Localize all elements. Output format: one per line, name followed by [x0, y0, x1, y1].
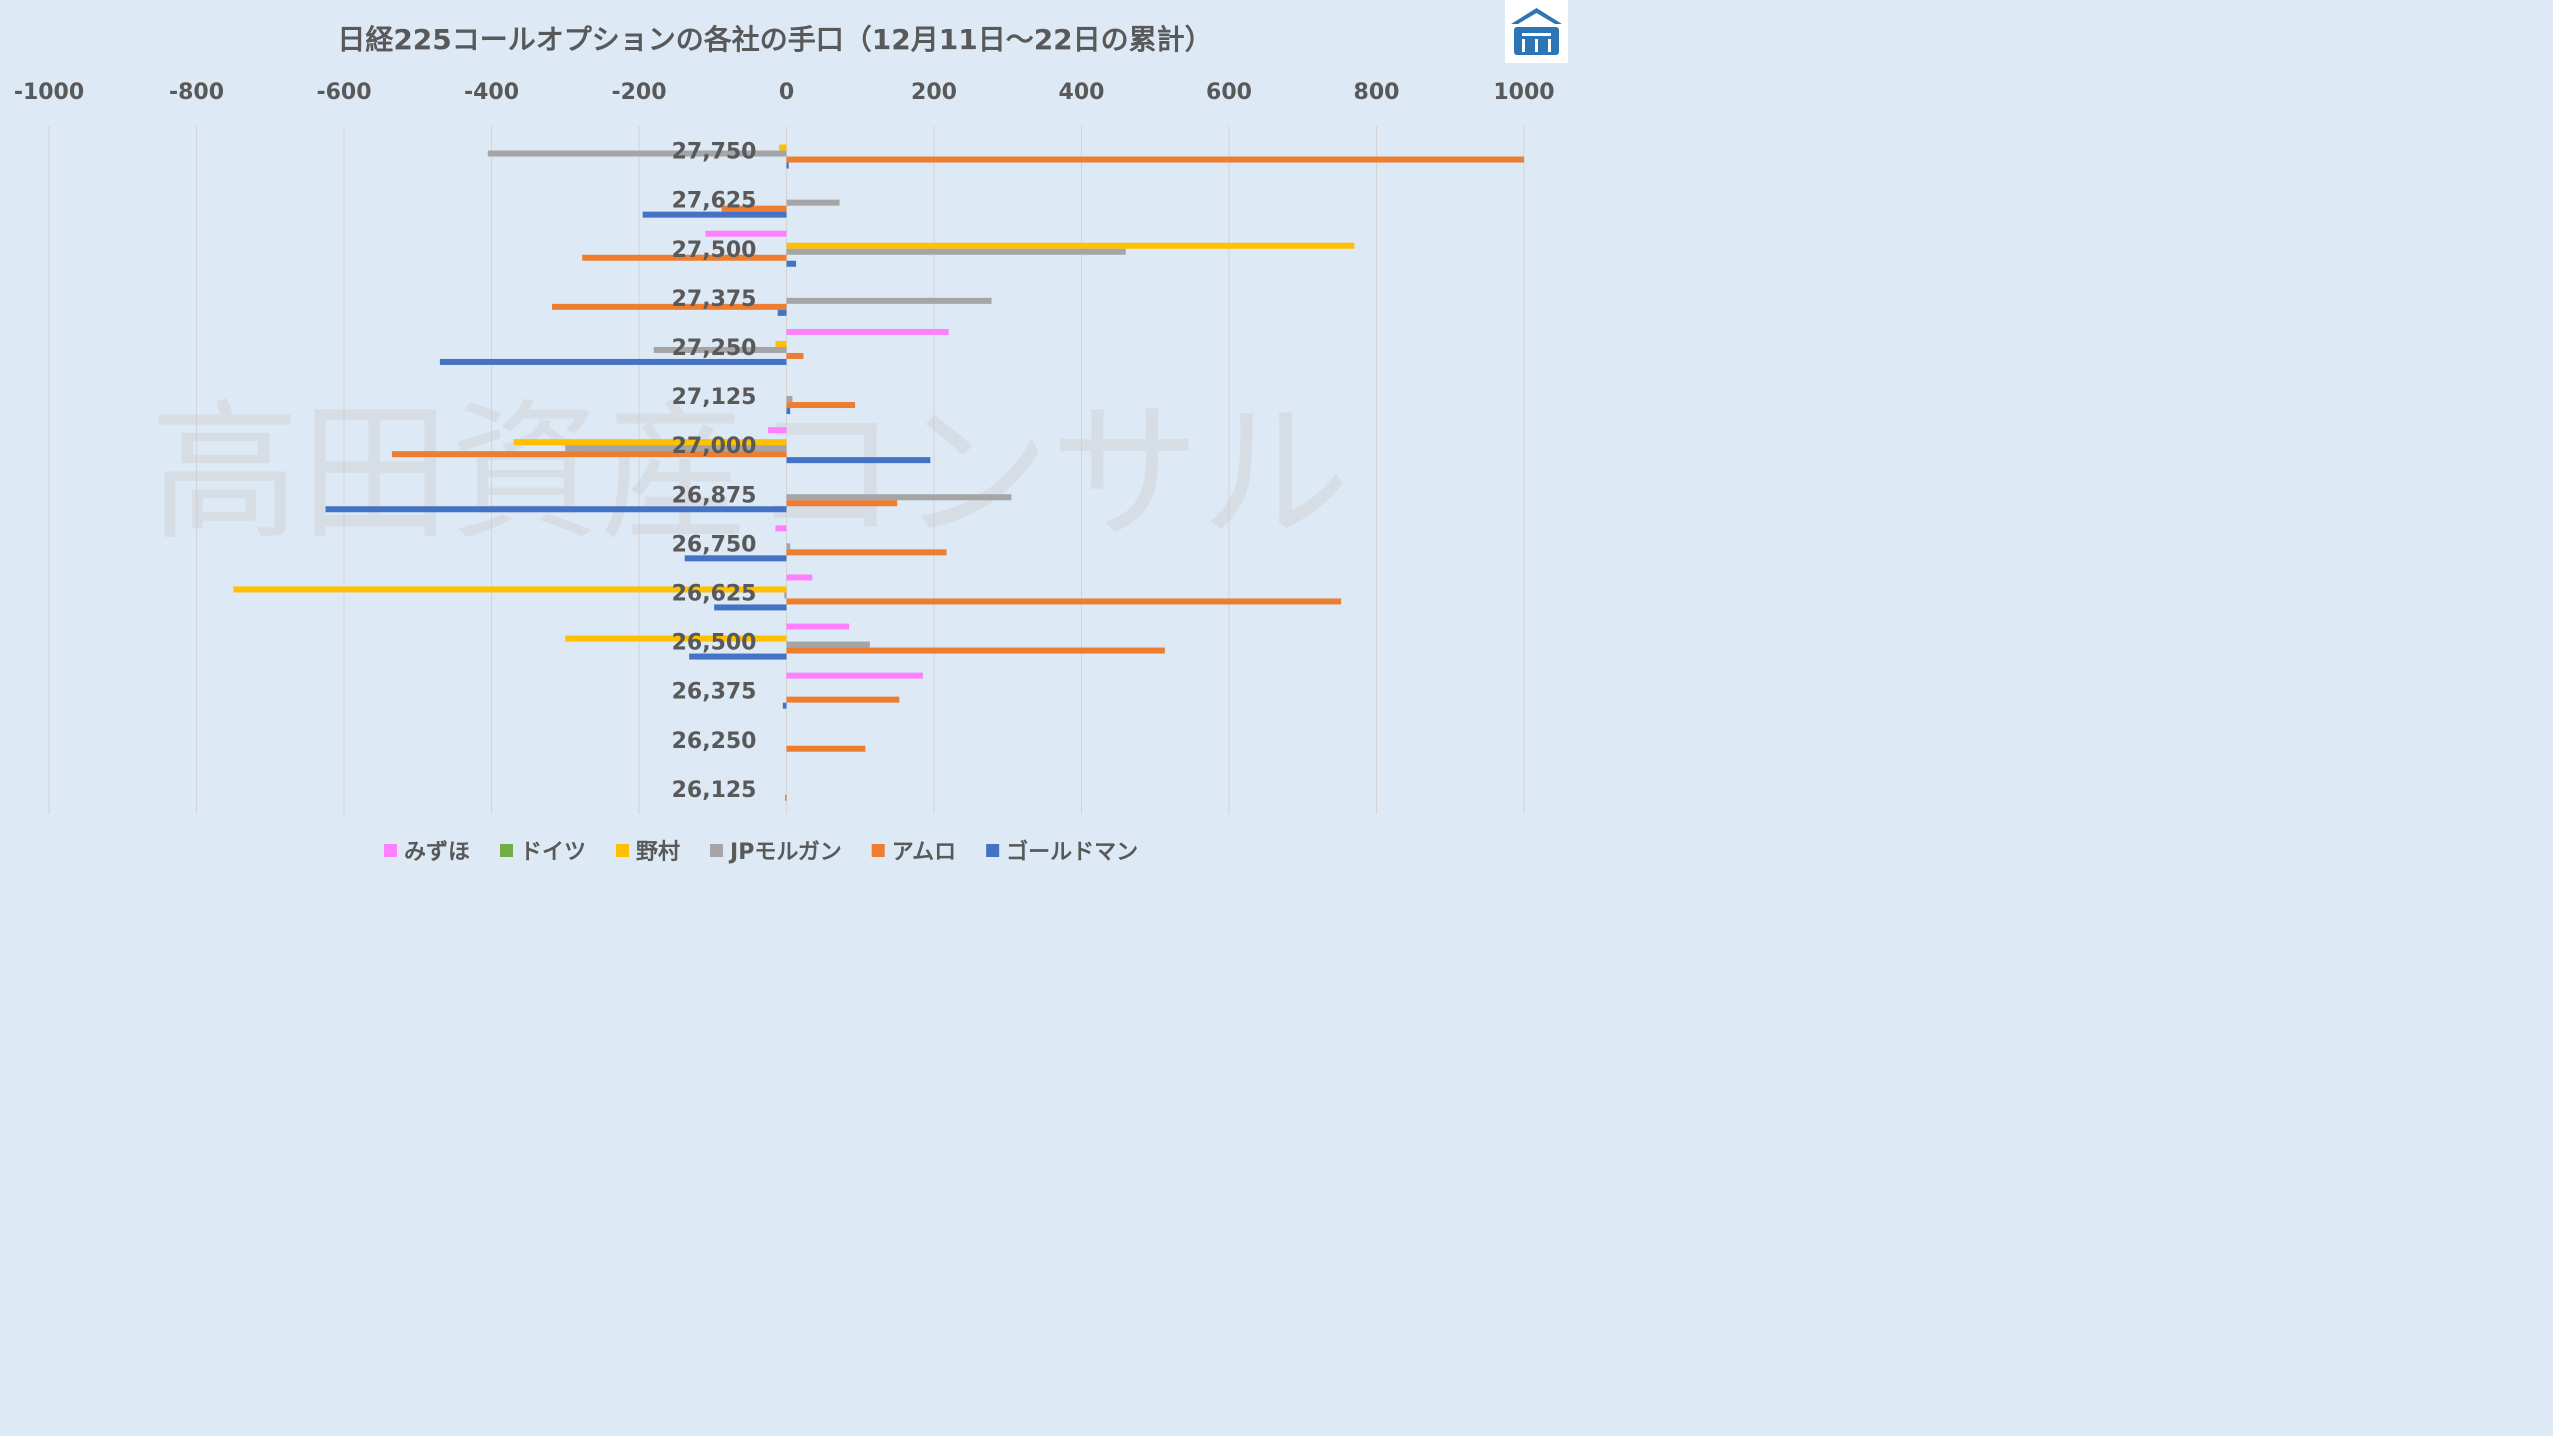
x-tick-label: 800 [1354, 80, 1400, 105]
bar [786, 745, 866, 752]
bar [487, 150, 787, 157]
bar [786, 352, 804, 359]
x-tick-label: 200 [911, 80, 957, 105]
x-tick-label: -200 [611, 80, 666, 105]
bar [768, 427, 787, 434]
bar [786, 457, 931, 464]
x-tick-label: 1000 [1493, 80, 1554, 105]
bar [705, 230, 787, 237]
bars [233, 144, 1524, 801]
takada-logo-icon [1511, 8, 1562, 55]
bar [653, 346, 787, 353]
category-label: 26,750 [672, 532, 757, 557]
bar [786, 199, 840, 206]
bar [721, 205, 787, 212]
bar [565, 635, 787, 642]
category-label: 27,250 [672, 336, 757, 361]
x-axis-ticks: -1000 -800 -600 -400 -200 0 200 400 600 800 1000 [14, 80, 1555, 105]
bar [779, 144, 787, 151]
bar [786, 162, 789, 169]
bar [786, 328, 949, 335]
legend-label: ドイツ [520, 840, 586, 865]
bar [689, 653, 787, 660]
x-tick-label: 400 [1059, 80, 1105, 105]
bar [785, 794, 787, 801]
bar [786, 396, 793, 403]
category-label: 27,500 [672, 238, 757, 263]
bar [551, 303, 787, 310]
legend-swatch [871, 844, 885, 857]
chart-svg: 日経225コールオプションの各社の手口（12月11日～22日の累計） -1000… [14, 0, 1568, 865]
bar [786, 672, 923, 679]
legend-swatch [616, 844, 630, 857]
bar [786, 574, 813, 581]
x-tick-label: -400 [464, 80, 519, 105]
watermark-text: 高田資産コンサル [150, 387, 1350, 561]
bar [233, 586, 787, 593]
bar [786, 260, 797, 267]
bar [714, 604, 787, 611]
category-label: 26,375 [672, 680, 757, 705]
x-tick-label: -600 [316, 80, 371, 105]
bar [786, 408, 791, 415]
bar [325, 506, 787, 513]
bar [782, 702, 787, 709]
bar [786, 598, 1342, 605]
bar [786, 156, 1524, 163]
legend: みずほ ドイツ 野村 JPモルガン アムロ ゴールドマン [384, 839, 1138, 865]
bar [513, 439, 787, 446]
bar [642, 211, 787, 218]
category-labels: 27,750 27,625 27,500 27,375 27,250 27,125 27,0… [672, 140, 757, 803]
category-label: 27,750 [672, 140, 757, 165]
legend-swatch [710, 844, 724, 857]
legend-label: ゴールドマン [1006, 839, 1138, 865]
bar [786, 647, 1165, 654]
category-label: 27,375 [672, 287, 757, 312]
bar [777, 309, 787, 316]
category-label: 27,000 [672, 434, 757, 459]
bar [684, 555, 787, 562]
bar [786, 623, 850, 630]
bar [786, 297, 992, 304]
chart-title: 日経225コールオプションの各社の手口（12月11日～22日の累計） [337, 23, 1212, 56]
legend-swatch [986, 844, 1000, 857]
bar [391, 451, 787, 458]
bar [786, 494, 1012, 501]
bar [439, 358, 787, 365]
legend-label: みずほ [404, 840, 470, 865]
legend-label: アムロ [892, 840, 956, 865]
bar [775, 525, 787, 532]
bar [786, 641, 870, 648]
bar [786, 242, 1355, 249]
bar [565, 445, 787, 452]
logo [1505, 0, 1568, 63]
category-label: 26,625 [672, 581, 757, 606]
legend-label: JPモルガン [728, 840, 842, 865]
bar [786, 696, 900, 703]
legend-swatch [500, 844, 514, 857]
category-label: 26,250 [672, 729, 757, 754]
bar [786, 500, 898, 507]
x-tick-label: -800 [169, 80, 224, 105]
bar [786, 248, 1126, 255]
bar [786, 549, 947, 556]
bar [784, 592, 787, 599]
bar [786, 543, 791, 550]
category-label: 26,875 [672, 483, 757, 508]
bar [775, 340, 787, 347]
x-tick-label: 600 [1206, 80, 1252, 105]
category-label: 27,625 [672, 189, 757, 214]
category-label: 26,500 [672, 631, 757, 656]
bar [786, 402, 856, 409]
x-tick-label: -1000 [14, 80, 84, 105]
category-label: 26,125 [672, 778, 757, 803]
x-tick-label: 0 [779, 80, 794, 105]
bar [582, 254, 787, 261]
legend-swatch [384, 844, 397, 857]
legend-label: 野村 [636, 840, 680, 865]
category-label: 27,125 [672, 385, 757, 410]
